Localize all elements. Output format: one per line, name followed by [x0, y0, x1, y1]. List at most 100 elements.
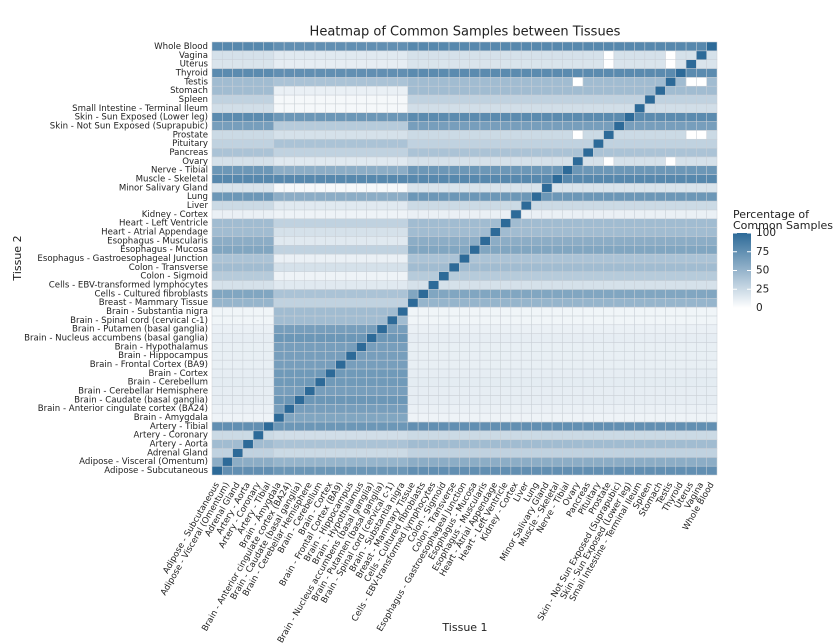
heatmap-cell: [386, 430, 398, 440]
heatmap-cell: [500, 359, 512, 370]
heatmap-cell: [222, 289, 233, 299]
heatmap-cell: [593, 200, 604, 211]
heatmap-cell: [613, 377, 625, 387]
heatmap-cell: [490, 156, 501, 166]
heatmap-cell: [541, 253, 553, 264]
heatmap-cell: [500, 324, 512, 334]
heatmap-cell: [222, 359, 233, 370]
heatmap-cell: [211, 112, 223, 122]
heatmap-cell: [376, 244, 388, 255]
heatmap-cell: [520, 412, 532, 423]
heatmap-cell: [490, 421, 501, 432]
heatmap-cell: [273, 421, 285, 432]
heatmap-cell: [242, 85, 254, 96]
heatmap-cell: [500, 103, 512, 113]
heatmap-cell: [531, 280, 543, 290]
heatmap-cell: [562, 404, 573, 414]
heatmap-cell: [634, 200, 646, 211]
heatmap-cell: [685, 174, 697, 184]
heatmap-cell: [222, 200, 233, 211]
heatmap-cell: [438, 262, 450, 273]
heatmap-cell: [366, 41, 378, 52]
heatmap-cell: [345, 280, 357, 290]
heatmap-cell: [366, 138, 378, 149]
heatmap-cell: [232, 421, 244, 432]
heatmap-cell: [696, 191, 707, 202]
heatmap-cell: [294, 85, 306, 96]
heatmap-cell: [232, 262, 244, 273]
heatmap-cell: [603, 465, 615, 476]
heatmap-cell: [283, 368, 295, 379]
heatmap-cell: [407, 41, 419, 52]
heatmap-cell: [551, 138, 563, 149]
heatmap-cell: [675, 112, 687, 122]
heatmap-cell: [665, 324, 677, 334]
heatmap-cell: [345, 147, 357, 158]
heatmap-cell: [438, 395, 450, 405]
heatmap-cell: [572, 324, 584, 334]
heatmap-cell: [386, 77, 398, 87]
heatmap-cell: [562, 41, 573, 52]
heatmap-cell: [623, 465, 635, 476]
heatmap-cell: [232, 103, 244, 113]
heatmap-cell: [603, 386, 615, 396]
heatmap-cell: [366, 421, 378, 432]
heatmap-cell: [500, 280, 512, 290]
heatmap-cell: [304, 439, 316, 449]
heatmap-cell: [551, 289, 563, 299]
heatmap-cell: [551, 386, 563, 396]
heatmap-cell: [242, 333, 254, 343]
heatmap-cell: [696, 412, 707, 423]
heatmap-cell: [675, 227, 687, 237]
heatmap-cell: [562, 50, 573, 60]
heatmap-cell: [706, 138, 718, 149]
heatmap-cell: [562, 68, 573, 78]
heatmap-cell: [448, 404, 460, 414]
heatmap-cell: [634, 298, 646, 308]
heatmap-cell: [613, 465, 625, 476]
heatmap-cell: [345, 262, 357, 273]
heatmap-cell: [572, 448, 584, 458]
heatmap-cell: [644, 165, 656, 175]
heatmap-cell: [407, 333, 419, 343]
heatmap-cell: [325, 377, 336, 387]
heatmap-cell: [572, 306, 584, 317]
heatmap-cell: [304, 421, 316, 432]
heatmap-cell: [252, 77, 264, 87]
heatmap-cell: [665, 359, 677, 370]
y-tick-label: Colon - Transverse: [129, 263, 208, 273]
heatmap-cell: [613, 324, 625, 334]
heatmap-cell: [500, 262, 512, 273]
heatmap-cell: [634, 165, 646, 175]
heatmap-cell: [304, 59, 316, 69]
heatmap-cell: [232, 253, 244, 264]
heatmap-cell: [685, 94, 697, 105]
heatmap-cell: [428, 156, 439, 166]
heatmap-cell: [603, 103, 615, 113]
heatmap-cell: [490, 77, 501, 87]
heatmap-cell: [613, 439, 625, 449]
heatmap-cell: [551, 156, 563, 166]
heatmap-cell: [541, 191, 553, 202]
heatmap-cell: [232, 94, 244, 105]
heatmap-cell: [644, 395, 656, 405]
heatmap-cell: [314, 121, 326, 131]
heatmap-cell: [623, 227, 635, 237]
heatmap-cell: [356, 236, 367, 246]
heatmap-cell: [417, 191, 429, 202]
heatmap-cell: [407, 227, 419, 237]
heatmap-cell: [520, 236, 532, 246]
heatmap-cell: [273, 351, 285, 361]
heatmap-cell: [520, 191, 532, 202]
heatmap-cell: [531, 174, 543, 184]
heatmap-cell: [222, 147, 233, 158]
heatmap-cell: [675, 68, 687, 78]
heatmap-cell: [541, 271, 553, 281]
heatmap-cell: [304, 280, 316, 290]
heatmap-cell: [469, 68, 481, 78]
heatmap-cell: [428, 342, 439, 352]
heatmap-cell: [572, 342, 584, 352]
heatmap-cell: [644, 50, 656, 60]
heatmap-cell: [386, 209, 398, 219]
heatmap-cell: [325, 50, 336, 60]
